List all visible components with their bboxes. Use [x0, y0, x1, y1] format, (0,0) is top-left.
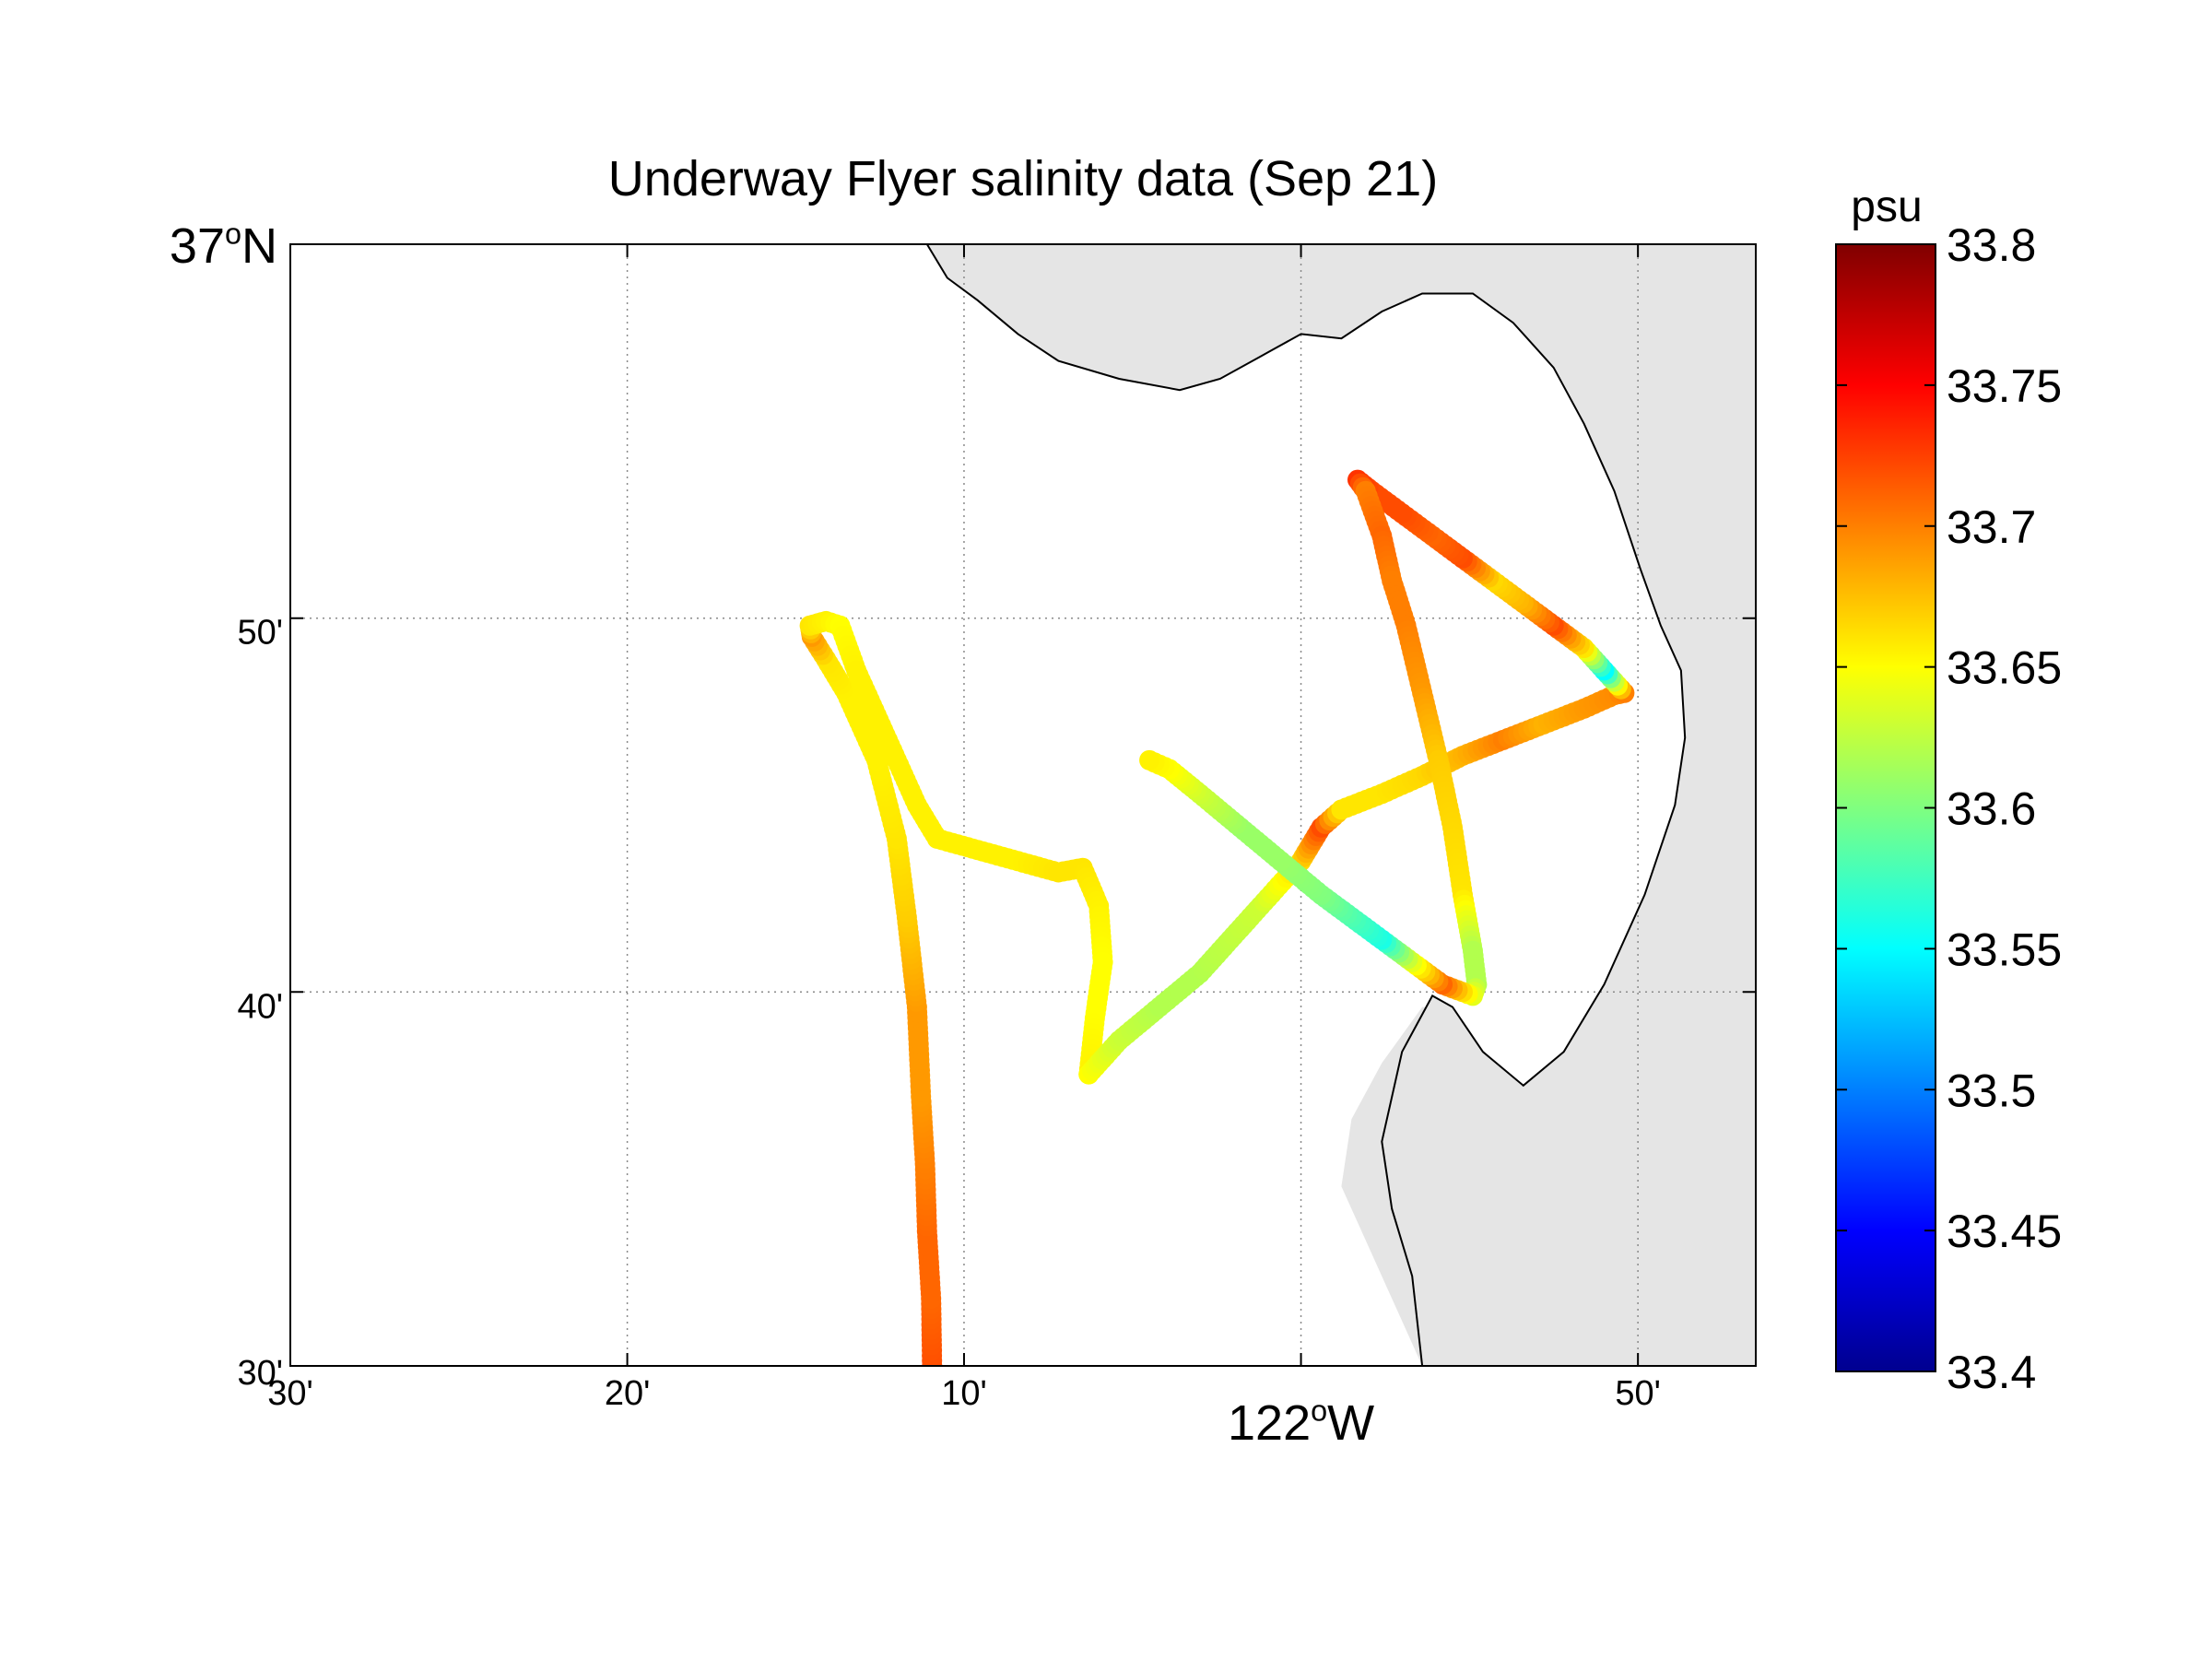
map-plot-area: 30' 20' 10' 122oW 50' 37oN 50' 40' 30' [170, 217, 1757, 1451]
colorbar-tick-label: 33.65 [1947, 642, 2062, 694]
colorbar-tick-label: 33.45 [1947, 1206, 2062, 1257]
tick-label: 10' [941, 1374, 987, 1413]
tick-label: 50' [237, 614, 283, 653]
colorbar-tick-label: 33.7 [1947, 501, 2036, 553]
colorbar-tick-label: 33.75 [1947, 360, 2062, 412]
coastline [925, 244, 1687, 1366]
tick-label: 30' [267, 1374, 313, 1413]
track-inshore-leg [1078, 469, 1635, 1085]
colorbar-tick-layer: 33.8 33.75 33.7 33.65 33.6 33.55 33.5 33.45 33.4 [1836, 219, 2062, 1398]
salinity-point [1139, 749, 1160, 771]
axis-tick-layer: 30' 20' 10' 122oW 50' 37oN 50' 40' 30' [170, 217, 1756, 1451]
colorbar-tick-label: 33.8 [1947, 219, 2036, 271]
coastline-layer [925, 244, 1687, 1366]
land-monterey-peninsula [1341, 1006, 1756, 1366]
grid-layer [290, 244, 1756, 1366]
colorbar-gradient [1835, 243, 1936, 1372]
colorbar-tick-label: 33.5 [1947, 1065, 2036, 1116]
colorbar-tick-label: 33.6 [1947, 783, 2036, 835]
tick-label: 122oW [1228, 1394, 1374, 1451]
tick-label: 37oN [170, 217, 277, 274]
colorbar-label: psu [1851, 182, 1922, 231]
colorbar-tick-label: 33.4 [1947, 1347, 2036, 1398]
ship-track-layer [799, 469, 1635, 1366]
tick-label: 50' [1615, 1374, 1661, 1413]
map-frame [289, 243, 1757, 1367]
colorbar-tick-label: 33.55 [1947, 924, 2062, 975]
chart-title: Underway Flyer salinity data (Sep 21) [608, 151, 1438, 206]
tick-label: 30' [237, 1354, 283, 1393]
tick-label: 20' [605, 1374, 651, 1413]
colorbar: psu 33.8 33.75 33.7 33.65 33.6 33.55 33.5 33.45… [1835, 182, 2062, 1398]
tick-label: 40' [237, 987, 283, 1026]
land-layer [926, 244, 1756, 1366]
land-coast [926, 244, 1756, 1366]
